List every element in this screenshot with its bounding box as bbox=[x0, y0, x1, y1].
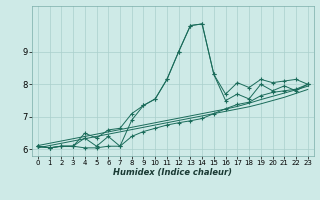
X-axis label: Humidex (Indice chaleur): Humidex (Indice chaleur) bbox=[113, 168, 232, 177]
